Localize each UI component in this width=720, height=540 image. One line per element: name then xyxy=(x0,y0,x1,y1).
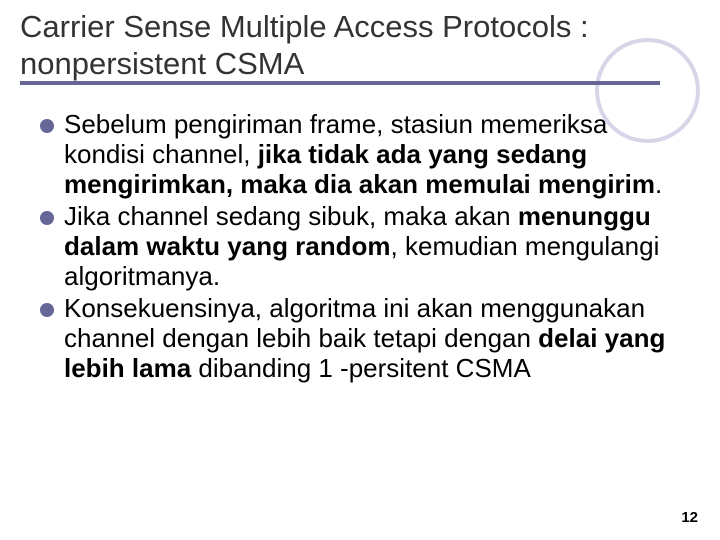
bullet-icon xyxy=(40,211,54,225)
content-area: Sebelum pengiriman frame, stasiun memeri… xyxy=(0,82,720,383)
slide-title: Carrier Sense Multiple Access Protocols … xyxy=(20,8,700,82)
bullet-pre: Jika channel sedang sibuk, maka akan xyxy=(64,201,518,231)
bullet-post: . xyxy=(655,169,662,199)
bullet-item: Jika channel sedang sibuk, maka akan men… xyxy=(40,202,690,292)
bullet-item: Konsekuensinya, algoritma ini akan mengg… xyxy=(40,294,690,384)
bullet-text: Jika channel sedang sibuk, maka akan men… xyxy=(64,202,690,292)
bullet-text: Konsekuensinya, algoritma ini akan mengg… xyxy=(64,294,690,384)
title-area: Carrier Sense Multiple Access Protocols … xyxy=(0,0,720,82)
bullet-icon xyxy=(40,119,54,133)
bullet-text: Sebelum pengiriman frame, stasiun memeri… xyxy=(64,110,690,200)
page-number: 12 xyxy=(681,509,698,526)
bullet-icon xyxy=(40,303,54,317)
bullet-post: dibanding 1 -persitent CSMA xyxy=(191,353,531,383)
bullet-item: Sebelum pengiriman frame, stasiun memeri… xyxy=(40,110,690,200)
